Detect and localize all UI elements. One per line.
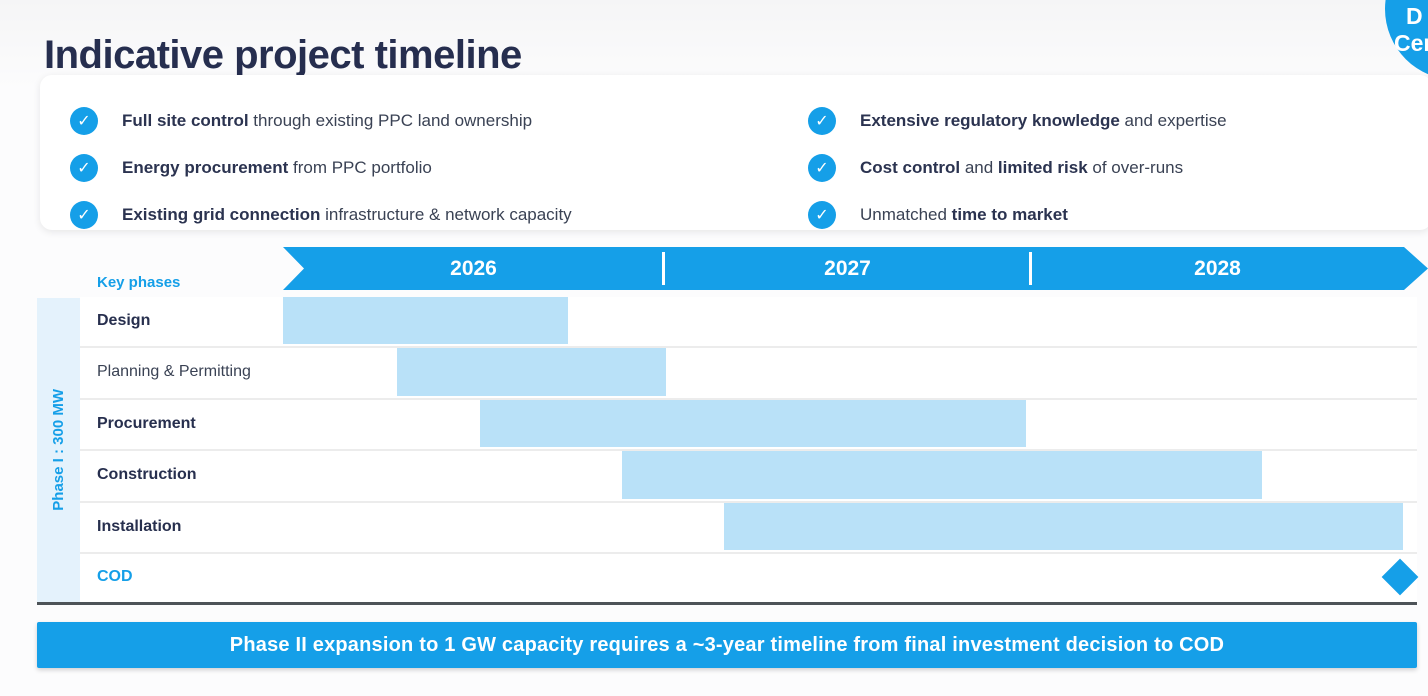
corner-badge-text-line2: Cen: [1394, 30, 1428, 56]
checklist-item-text: Existing grid connection infrastructure …: [122, 204, 572, 224]
checklist-item: ✓ Extensive regulatory knowledge and exp…: [808, 97, 1227, 144]
gantt-bar: [283, 297, 568, 344]
checklist-item: ✓ Full site control through existing PPC…: [70, 97, 572, 144]
phase2-banner-text: Phase II expansion to 1 GW capacity requ…: [229, 633, 1225, 656]
highlights-card: ✓ Full site control through existing PPC…: [40, 75, 1428, 230]
page-title: Indicative project timeline: [44, 32, 522, 77]
gantt-bar: [622, 451, 1262, 499]
phase2-banner: Phase II expansion to 1 GW capacity requ…: [37, 622, 1417, 668]
gantt-row-label: Procurement: [97, 414, 196, 432]
year-label: 2028: [1194, 257, 1241, 280]
gantt-row-label: COD: [97, 568, 133, 585]
phase-sidebar: Phase I : 300 MW: [37, 298, 80, 602]
year-divider: [662, 252, 665, 285]
gantt-baseline: [37, 602, 1417, 605]
checklist-item: ✓ Unmatched time to market: [808, 191, 1227, 238]
gantt-row: Procurement: [80, 400, 1417, 451]
check-icon: ✓: [808, 106, 836, 135]
gantt-row-label: Installation: [97, 517, 182, 535]
gantt-row: Design: [80, 297, 1417, 348]
check-icon: ✓: [70, 200, 98, 229]
checklist-item: ✓ Cost control and limited risk of over-…: [808, 144, 1227, 191]
checklist-item-text: Energy procurement from PPC portfolio: [122, 157, 432, 177]
gantt-chart: Design Planning & Permitting Procurement…: [80, 297, 1419, 602]
gantt-row-label: Planning & Permitting: [97, 363, 251, 380]
gantt-bar: [480, 400, 1026, 447]
check-icon: ✓: [808, 200, 836, 229]
corner-badge-text-line1: D: [1406, 3, 1423, 29]
gantt-row-label: Design: [97, 311, 151, 329]
year-divider: [1029, 252, 1032, 285]
phase-sidebar-label: Phase I : 300 MW: [50, 389, 67, 511]
gantt-row: Planning & Permitting: [80, 348, 1417, 400]
gantt-row: Installation: [80, 503, 1417, 554]
year-label: 2027: [824, 257, 871, 280]
gantt-row: COD: [80, 554, 1419, 602]
check-icon: ✓: [808, 153, 836, 182]
year-label: 2026: [450, 257, 497, 280]
cod-milestone-diamond-icon: [1381, 558, 1419, 596]
checklist-item-text: Extensive regulatory knowledge and exper…: [860, 110, 1227, 130]
checklist-column-left: ✓ Full site control through existing PPC…: [70, 97, 572, 238]
checklist-item-text: Full site control through existing PPC l…: [122, 110, 533, 130]
gantt-row: Construction: [80, 451, 1417, 503]
check-icon: ✓: [70, 106, 98, 135]
checklist-item-text: Unmatched time to market: [860, 204, 1068, 224]
checklist-item-text: Cost control and limited risk of over-ru…: [860, 157, 1184, 177]
timeline-year-band: 2026 2027 2028: [283, 247, 1428, 290]
key-phases-label: Key phases: [97, 274, 181, 291]
checklist-item: ✓ Energy procurement from PPC portfolio: [70, 144, 572, 191]
checklist-column-right: ✓ Extensive regulatory knowledge and exp…: [808, 97, 1227, 238]
checklist-item: ✓ Existing grid connection infrastructur…: [70, 191, 572, 238]
gantt-bar: [724, 503, 1403, 550]
gantt-bar: [397, 348, 666, 396]
gantt-row-label: Construction: [97, 466, 197, 483]
check-icon: ✓: [70, 153, 98, 182]
